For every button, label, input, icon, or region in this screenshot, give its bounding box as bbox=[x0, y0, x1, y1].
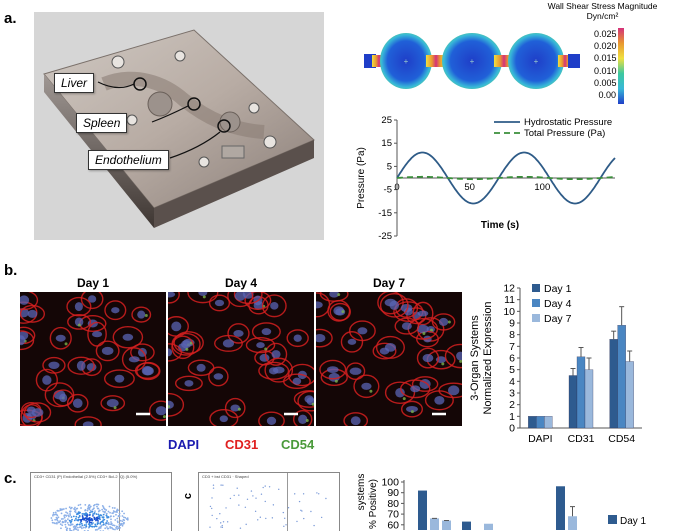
category-label: CD54 bbox=[608, 433, 635, 445]
stain-label-dapi: DAPI bbox=[168, 437, 199, 452]
y-tick-label: 10 bbox=[503, 306, 515, 318]
svg-text:+: + bbox=[470, 57, 475, 66]
percent-bar bbox=[484, 524, 493, 530]
category-label: CD31 bbox=[568, 433, 595, 445]
legend-swatch bbox=[532, 314, 540, 322]
y-tick-label: 5 bbox=[387, 161, 392, 172]
y-tick-label: 25 bbox=[381, 115, 392, 126]
y-tick-label: 15 bbox=[381, 138, 392, 149]
percent-legend-label: Day 1 bbox=[620, 516, 647, 527]
percent-ylabel-line-2: % Positive) bbox=[368, 479, 379, 529]
legend-hydrostatic-label: Hydrostatic Pressure bbox=[524, 117, 612, 128]
bar-day-7-cd31 bbox=[585, 370, 593, 428]
micrograph-day-1 bbox=[20, 292, 166, 426]
y-tick-label: 0 bbox=[509, 423, 515, 435]
flow-plot-left: CD3+ CD31 (P) Endothelial (2.5%) CD3+ Bc… bbox=[30, 472, 172, 531]
x-tick-label: 100 bbox=[534, 182, 550, 193]
stain-label-cd31: CD31 bbox=[225, 437, 258, 452]
percent-bar bbox=[430, 518, 439, 530]
legend-label: Day 4 bbox=[544, 298, 572, 310]
flow-plot-right: CD3 + bst CD31 · Shaped bbox=[198, 472, 340, 531]
day-4-title: Day 4 bbox=[168, 276, 314, 290]
callout-spleen: Spleen bbox=[76, 113, 127, 133]
y-tick-label: 5 bbox=[509, 364, 515, 376]
panel-a-label: a. bbox=[4, 10, 17, 27]
stain-label-cd54: CD54 bbox=[281, 437, 314, 452]
callout-endothelium: Endothelium bbox=[88, 150, 169, 170]
y-tick-label: 7 bbox=[509, 341, 515, 353]
y-tick-label: 12 bbox=[503, 283, 515, 295]
shear-scale-ticks: 0.025 0.020 0.015 0.010 0.005 0.00 bbox=[594, 28, 616, 101]
scale-tick: 0.00 bbox=[594, 89, 616, 101]
y-tick-label: 60 bbox=[387, 519, 399, 530]
scale-tick: 0.005 bbox=[594, 77, 616, 89]
bar-day-4-cd31 bbox=[577, 357, 585, 428]
legend-label: Day 7 bbox=[544, 313, 572, 325]
percent-bar bbox=[418, 491, 427, 530]
svg-text:+: + bbox=[404, 57, 409, 66]
y-tick-label: 8 bbox=[509, 329, 515, 341]
bar-day-7-cd54 bbox=[626, 362, 634, 429]
callout-liver: Liver bbox=[54, 73, 94, 93]
legend-swatch bbox=[532, 284, 540, 292]
percent-bar bbox=[462, 522, 471, 530]
shear-stress-map: + + + bbox=[360, 28, 630, 98]
y-tick-label: -25 bbox=[378, 231, 392, 242]
bar-day-1-cd54 bbox=[610, 339, 618, 428]
y-tick-label: 11 bbox=[504, 294, 515, 306]
bar-day-4-dapi bbox=[536, 416, 544, 428]
percent-bar bbox=[568, 516, 577, 530]
expression-bar-chart: 3-Organ Systems Normalized Expression 01… bbox=[462, 280, 672, 452]
y-tick-label: 9 bbox=[509, 318, 515, 330]
legend-total-label: Total Pressure (Pa) bbox=[524, 128, 605, 139]
x-tick-label: 50 bbox=[464, 182, 475, 193]
y-tick-label: -5 bbox=[384, 185, 392, 196]
day-1-title: Day 1 bbox=[20, 276, 166, 290]
percent-bar bbox=[556, 486, 565, 530]
y-tick-label: 3 bbox=[509, 388, 515, 400]
bar-day-1-dapi bbox=[528, 416, 536, 428]
percent-bar bbox=[442, 521, 451, 530]
panel-b-label: b. bbox=[4, 262, 17, 279]
y-tick-label: 6 bbox=[509, 353, 515, 365]
bar-day-1-cd31 bbox=[569, 376, 577, 429]
panel-c-label: c. bbox=[4, 470, 17, 487]
expression-ylabel-line-1: 3-Organ Systems bbox=[469, 315, 481, 401]
svg-text:+: + bbox=[534, 57, 539, 66]
day-7-title: Day 7 bbox=[316, 276, 462, 290]
y-tick-label: -15 bbox=[378, 208, 392, 219]
scale-tick: 0.010 bbox=[594, 65, 616, 77]
scale-tick: 0.015 bbox=[594, 52, 616, 64]
flow-side-label: c bbox=[182, 493, 194, 499]
scale-tick: 0.020 bbox=[594, 40, 616, 52]
legend-label: Day 1 bbox=[544, 283, 572, 295]
percent-legend-swatch bbox=[608, 515, 617, 524]
scale-tick: 0.025 bbox=[594, 28, 616, 40]
micrograph-day-4 bbox=[168, 292, 314, 426]
bar-day-4-cd54 bbox=[618, 325, 626, 428]
expression-ylabel-line-2: Normalized Expression bbox=[482, 301, 494, 414]
micrograph-day-7 bbox=[316, 292, 462, 426]
bar-day-7-dapi bbox=[544, 416, 552, 428]
shear-title: Wall Shear Stress Magnitude bbox=[520, 1, 685, 11]
shear-unit: Dyn/cm² bbox=[520, 11, 685, 21]
pressure-xlabel: Time (s) bbox=[481, 220, 519, 231]
pressure-ylabel: Pressure (Pa) bbox=[356, 147, 367, 209]
shear-color-scale bbox=[618, 28, 624, 104]
legend-swatch bbox=[532, 299, 540, 307]
y-tick-label: 1 bbox=[509, 411, 515, 423]
category-label: DAPI bbox=[528, 433, 553, 445]
percent-ylabel-line-1: systems bbox=[356, 474, 367, 511]
y-tick-label: 4 bbox=[509, 376, 515, 388]
y-tick-label: 2 bbox=[509, 399, 515, 411]
